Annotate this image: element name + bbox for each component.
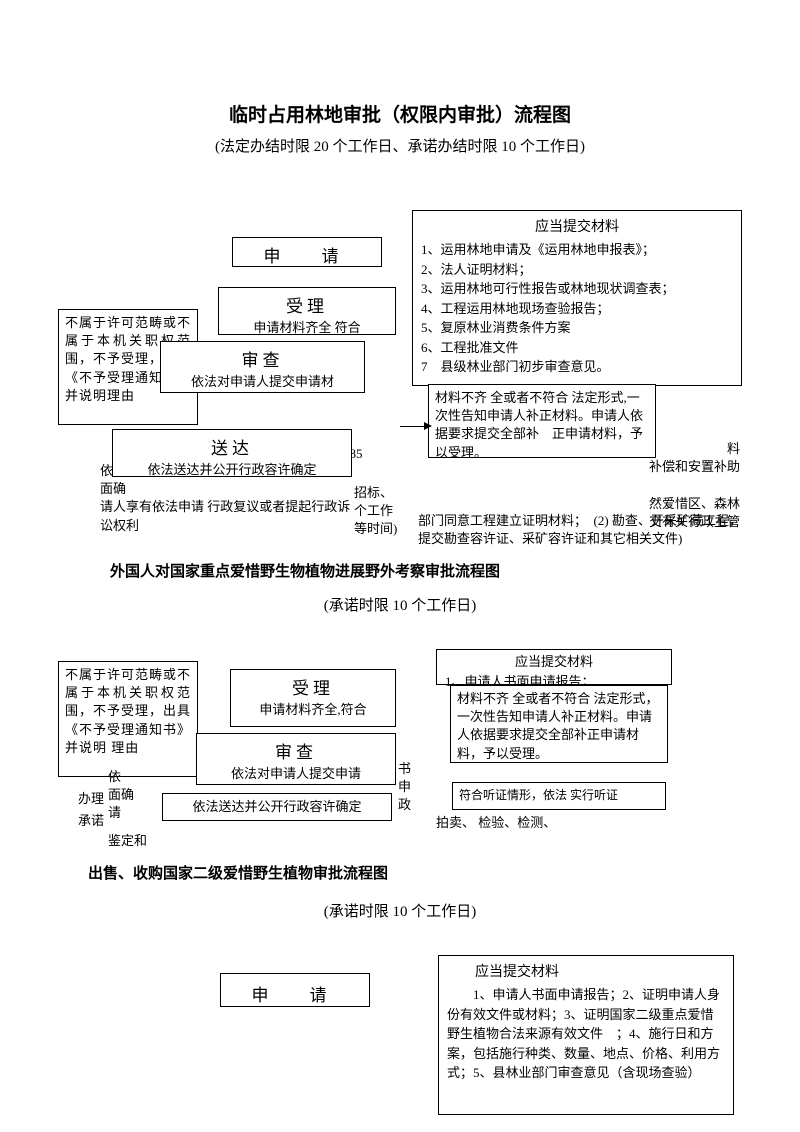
fc1-accept-label: 受理: [225, 292, 389, 317]
fc3-materials-text: 1、申请人书面申请报告；2、证明申请人身份有效文件或材料；3、证明国家二级重点爱…: [447, 985, 725, 1083]
fc1-materials-title: 应当提交材料: [421, 217, 733, 238]
fc1-deliver-label: 送达: [119, 434, 345, 459]
fc2-materials: 应当提交材料 1、申请人书面申请报告；: [436, 649, 672, 685]
fc2-frag-chengnuo: 承诺: [78, 812, 104, 830]
fc2-accept-box: 受理 申请材料齐全,符合: [230, 669, 396, 727]
fc1-review-box: 审查 依法对申请人提交申请材: [160, 341, 365, 393]
fc1-incomplete-box: 材料不齐 全或者不符合 法定形式,一次性告知申请人补正材料。申请人依据要求提交全…: [428, 384, 656, 458]
fc3-title: 出售、收购国家二级爱惜野生植物审批流程图: [88, 862, 388, 883]
fc1-mat-5: 5、复原林业消费条件方案: [421, 318, 733, 338]
fc3-subtitle: (承诺时限 10 个工作日): [0, 900, 800, 921]
fc1-materials: 应当提交材料 1、运用林地申请及《运用林地申报表》； 2、法人证明材料； 3、运…: [412, 210, 742, 386]
fc1-accept-sub: 申请材料齐全 符合: [225, 319, 389, 335]
fc2-materials-title: 应当提交材料: [445, 652, 663, 672]
fc1-arrow-head: [424, 422, 432, 430]
fc3-apply-label: 申 请: [227, 978, 363, 1006]
fc1-deliver-box: 送达 依法送达并公开行政容许确定: [112, 429, 352, 477]
fc2-frag-shu: 书 申 政: [398, 760, 411, 815]
fc2-reject-box: 不属于许可范畴或不属于本机关职权范围，不予受理，出具《不予受理通知书》并说明 理…: [58, 661, 198, 777]
fc1-incomplete-text: 材料不齐 全或者不符合 法定形式,一次性告知申请人补正材料。申请人依据要求提交全…: [435, 389, 649, 458]
fc2-title: 外国人对国家重点爱惜野生物植物进展野外考察审批流程图: [110, 560, 500, 581]
fc1-deliver-sub: 依法送达并公开行政容许确定: [119, 461, 345, 477]
fc1-mat-1: 1、运用林地申请及《运用林地申报表》；: [421, 240, 733, 260]
fc3-materials: 应当提交材料 1、申请人书面申请报告；2、证明申请人身份有效文件或材料；3、证明…: [438, 955, 734, 1115]
fc1-mat-7: 7 县级林业部门初步审查意见。: [421, 357, 733, 377]
fc2-frag-yi: 依 面确 请: [108, 768, 134, 823]
fc1-accept-box: 受理 申请材料齐全 符合: [218, 287, 396, 335]
fc2-accept-label: 受理: [237, 674, 389, 699]
fc1-mat-4: 4、工程运用林地现场查验报告；: [421, 299, 733, 319]
fc3-apply-box: 申 请: [220, 973, 370, 1007]
fc1-mat-2: 2、法人证明材料；: [421, 260, 733, 280]
fc2-hearing-text: 符合听证情形，依法 实行听证: [459, 787, 659, 804]
fc1-review-sub: 依法对申请人提交申请材: [167, 373, 358, 391]
fc2-hearing-box: 符合听证情形，依法 实行听证: [452, 782, 666, 810]
fc2-reject-text: 不属于许可范畴或不属于本机关职权范围，不予受理，出具《不予受理通知书》并说明 理…: [65, 666, 191, 757]
fc1-apply-label: 申 请: [239, 242, 375, 267]
fc1-frag-zhaobiao: 招标、 个工作 等时间): [354, 484, 397, 539]
fc1-materials-extra2: 部门同意工程建立证明材料； (2) 勘查、开采矿藏工程，提交勘查容许证、采矿容许…: [418, 512, 744, 548]
fc1-mat-6: 6、工程批准文件: [421, 338, 733, 358]
fc2-review-sub: 依法对申请人提交申请: [203, 765, 389, 783]
fc2-review-box: 审查 依法对申请人提交申请: [196, 733, 396, 785]
fc1-review-label: 审查: [167, 346, 358, 371]
fc2-frag-paimai: 拍卖、 检验、检测、: [436, 814, 556, 832]
fc2-subtitle: (承诺时限 10 个工作日): [0, 594, 800, 615]
fc2-deliver-sub: 依法送达并公开行政容许确定: [169, 798, 385, 816]
fc2-frag-banli: 办理: [78, 790, 104, 808]
fc1-mat-3: 3、运用林地可行性报告或林地现状调查表；: [421, 279, 733, 299]
fc2-review-label: 审查: [203, 738, 389, 763]
fc1-subtitle: (法定办结时限 20 个工作日、承诺办结时限 10 个工作日): [0, 135, 800, 156]
fc1-title: 临时占用林地审批（权限内审批）流程图: [0, 100, 800, 127]
fc3-materials-title: 应当提交材料: [447, 962, 725, 983]
fc1-apply-box: 申 请: [232, 237, 382, 267]
fc2-incomplete-box: 材料不齐 全或者不符合 法定形式，一次性告知申请人补正材料。申请人依据要求提交全…: [450, 685, 668, 763]
fc2-frag-jianding: 鉴定和: [108, 832, 147, 850]
fc2-incomplete-text: 材料不齐 全或者不符合 法定形式，一次性告知申请人补正材料。申请人依据要求提交全…: [457, 690, 661, 763]
fc2-accept-sub: 申请材料齐全,符合: [237, 701, 389, 719]
fc2-deliver-box: 依法送达并公开行政容许确定: [162, 793, 392, 821]
